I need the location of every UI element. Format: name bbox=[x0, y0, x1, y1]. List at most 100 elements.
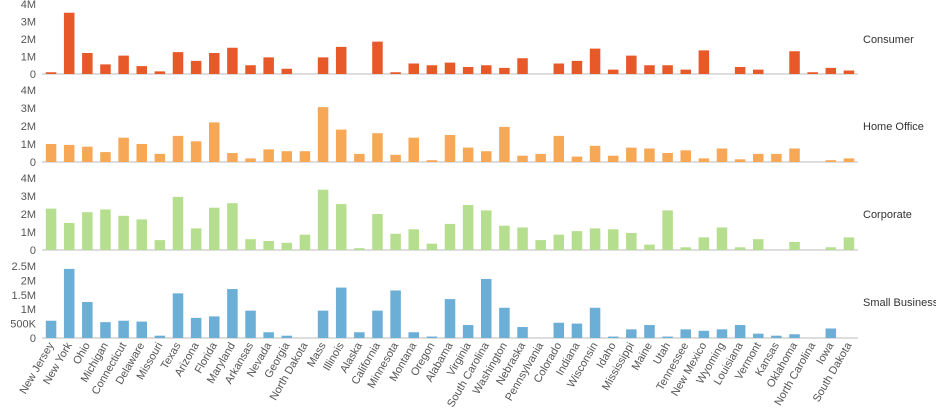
bar bbox=[100, 322, 111, 338]
bar bbox=[408, 63, 419, 74]
bar bbox=[789, 148, 800, 162]
y-tick-label: 2M bbox=[21, 209, 36, 221]
bar bbox=[281, 335, 293, 338]
bar bbox=[63, 12, 75, 74]
bar bbox=[499, 126, 510, 162]
bar bbox=[553, 135, 565, 162]
bar bbox=[227, 203, 238, 250]
bar bbox=[299, 234, 311, 250]
y-tick-label: 2.5M bbox=[12, 261, 36, 273]
bar bbox=[281, 151, 293, 162]
y-tick-label: 0 bbox=[30, 245, 36, 257]
bar bbox=[789, 51, 800, 74]
y-tick-label: 1M bbox=[21, 139, 36, 151]
bar bbox=[245, 158, 256, 162]
y-tick-label: 4M bbox=[21, 85, 36, 97]
bar bbox=[154, 240, 166, 250]
bar bbox=[626, 147, 637, 162]
bar bbox=[136, 219, 147, 250]
bar bbox=[589, 48, 601, 74]
bar bbox=[82, 212, 93, 250]
bar bbox=[263, 57, 274, 74]
bar bbox=[245, 65, 256, 74]
bar bbox=[771, 153, 782, 162]
bar bbox=[644, 148, 655, 162]
bar bbox=[481, 65, 492, 74]
bar bbox=[281, 68, 293, 74]
bar bbox=[190, 317, 202, 338]
bar bbox=[734, 325, 746, 338]
bar bbox=[662, 65, 673, 74]
bar bbox=[716, 227, 728, 250]
bar bbox=[644, 325, 655, 338]
bar bbox=[45, 144, 57, 162]
bar bbox=[263, 149, 274, 162]
bar bbox=[227, 47, 238, 74]
bar bbox=[426, 160, 438, 162]
bar bbox=[118, 320, 129, 338]
bar bbox=[843, 158, 855, 162]
bar bbox=[118, 55, 129, 74]
bar bbox=[317, 310, 329, 338]
bar bbox=[317, 189, 329, 250]
bar bbox=[662, 210, 673, 250]
bar bbox=[771, 335, 782, 338]
y-tick-label: 2M bbox=[21, 275, 36, 287]
bar bbox=[571, 323, 583, 338]
y-tick-label: 3M bbox=[21, 103, 36, 115]
y-tick-label: 4M bbox=[21, 173, 36, 185]
bar bbox=[517, 155, 528, 162]
bar bbox=[481, 210, 492, 250]
bar bbox=[680, 247, 691, 250]
bar bbox=[100, 209, 111, 250]
bar bbox=[154, 335, 166, 338]
bar bbox=[372, 214, 383, 250]
y-tick-label: 2M bbox=[21, 34, 36, 46]
bar bbox=[45, 72, 57, 74]
series-label: Consumer bbox=[863, 34, 914, 46]
bar bbox=[499, 225, 510, 250]
bar bbox=[82, 146, 93, 162]
bar bbox=[227, 153, 238, 162]
bar bbox=[172, 196, 184, 250]
bar bbox=[734, 247, 746, 250]
series-label: Home Office bbox=[863, 121, 924, 133]
bar bbox=[444, 135, 456, 162]
y-tick-label: 2M bbox=[21, 121, 36, 133]
bar bbox=[680, 69, 691, 74]
bar bbox=[843, 70, 855, 74]
bar bbox=[408, 332, 419, 338]
bar bbox=[354, 332, 365, 338]
bar bbox=[626, 329, 637, 338]
bar bbox=[209, 122, 220, 162]
bar bbox=[716, 329, 728, 338]
bar bbox=[589, 145, 601, 162]
bar bbox=[698, 158, 710, 162]
bar bbox=[462, 67, 474, 74]
bar bbox=[626, 232, 637, 250]
bar bbox=[462, 325, 474, 338]
series-label: Corporate bbox=[863, 209, 912, 221]
bar bbox=[481, 278, 492, 338]
panel-consumer: 0 1M 2M 3M 4M Consumer bbox=[21, 0, 914, 81]
bar bbox=[825, 160, 837, 162]
y-tick-label: 0 bbox=[30, 157, 36, 169]
bar bbox=[825, 328, 837, 338]
bar bbox=[354, 248, 365, 250]
bar bbox=[136, 321, 147, 338]
bar bbox=[390, 154, 401, 162]
bar bbox=[571, 156, 583, 162]
bar bbox=[626, 55, 637, 74]
bar bbox=[408, 137, 419, 162]
bar bbox=[82, 302, 93, 338]
bar bbox=[335, 287, 347, 338]
bar bbox=[154, 153, 166, 162]
bar bbox=[118, 215, 129, 250]
series-label: Small Business bbox=[863, 297, 936, 309]
bar bbox=[607, 336, 619, 338]
bar bbox=[662, 153, 673, 162]
bar bbox=[63, 144, 75, 162]
y-tick-label: 1.5M bbox=[12, 290, 36, 302]
bar bbox=[499, 307, 510, 338]
bar bbox=[372, 133, 383, 162]
